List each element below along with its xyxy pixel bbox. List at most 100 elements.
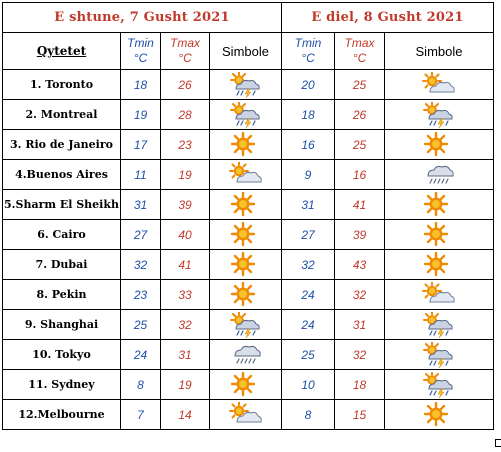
sun-cloud-icon [422,71,455,92]
unit-label: °C [178,51,192,65]
day1-tmin: 17 [120,129,161,160]
sun-icon [423,401,449,426]
table-row: 5.Sharm El Sheikh 31 39 31 41 [2,189,494,220]
day1-symbol [209,339,282,370]
day2-tmin: 31 [281,189,335,220]
table-row: 12.Melbourne 7 14 8 15 [2,399,494,430]
sun-icon [423,251,449,276]
day1-tmax: 23 [160,129,210,160]
day1-symbol-header: Simbole [209,32,282,70]
day1-tmin: 18 [120,69,161,100]
sun-cloud-storm-icon [423,371,453,398]
day2-symbol [384,279,494,310]
unit-label: °C [301,51,315,65]
sun-icon [230,371,255,396]
cloud-rain-icon [233,345,261,364]
forecast-table: E shtune, 7 Gusht 2021 E diel, 8 Gusht 2… [2,2,494,430]
day1-tmin: 19 [120,99,161,130]
day1-symbol [209,309,282,340]
sun-cloud-storm-icon [229,101,260,128]
day1-tmax: 41 [160,249,210,280]
forecast-rows: 1. Toronto 18 26 20 25 2. Montreal 19 28 [2,69,494,430]
day2-tmin: 20 [281,69,335,100]
city-name: 11. Sydney [2,369,121,400]
day2-tmax: 16 [334,159,385,190]
day2-tmax: 39 [334,219,385,250]
sun-cloud-icon [228,401,262,422]
day1-header: E shtune, 7 Gusht 2021 [2,2,282,33]
day1-tmax: 33 [160,279,210,310]
day2-tmax: 32 [334,339,385,370]
sun-icon [230,281,255,306]
day2-symbol [384,309,494,340]
day2-symbol [384,339,494,370]
day2-symbol-header: Simbole [384,32,494,70]
sun-cloud-icon [422,281,455,302]
table-row: 8. Pekin 23 33 24 32 [2,279,494,310]
day1-symbol [209,249,282,280]
sun-icon [230,221,255,246]
table-resize-handle[interactable] [495,439,501,447]
sun-cloud-storm-icon [423,341,453,368]
day2-tmin: 32 [281,249,335,280]
day2-tmax: 15 [334,399,385,430]
day1-symbol [209,99,282,130]
tmin-label: Tmin [294,36,322,50]
table-row: 10. Tokyo 24 31 25 32 [2,339,494,370]
day2-tmin: 16 [281,129,335,160]
sun-icon [423,131,449,156]
city-name: 2. Montreal [2,99,121,130]
day1-symbol [209,219,282,250]
day1-tmin-header: Tmin °C [120,32,161,70]
day2-tmax: 41 [334,189,385,220]
day1-tmin: 7 [120,399,161,430]
day2-tmin: 27 [281,219,335,250]
day2-tmax: 18 [334,369,385,400]
day2-header: E diel, 8 Gusht 2021 [281,2,494,33]
day1-tmax: 19 [160,159,210,190]
day2-tmin: 18 [281,99,335,130]
table-row: 11. Sydney 8 19 10 18 [2,369,494,400]
day2-tmin-header: Tmin °C [281,32,335,70]
sun-cloud-storm-icon [423,311,453,338]
unit-label: °C [133,51,148,65]
sun-cloud-icon [228,161,262,182]
day2-tmax: 43 [334,249,385,280]
day2-symbol [384,159,494,190]
day2-tmax: 26 [334,99,385,130]
city-name: 3. Rio de Janeiro [2,129,121,160]
city-name: 1. Toronto [2,69,121,100]
tmax-label: Tmax [344,36,375,50]
city-name: 9. Shanghai [2,309,121,340]
day2-tmax: 25 [334,69,385,100]
day1-tmax: 39 [160,189,210,220]
table-row: 3. Rio de Janeiro 17 23 16 25 [2,129,494,160]
day2-symbol [384,69,494,100]
table-row: 9. Shanghai 25 32 24 31 [2,309,494,340]
sun-icon [230,191,255,216]
day1-symbol [209,189,282,220]
table-row: 4.Buenos Aires 11 19 9 16 [2,159,494,190]
day1-symbol [209,369,282,400]
day2-tmax: 32 [334,279,385,310]
day2-symbol [384,129,494,160]
day1-tmin: 31 [120,189,161,220]
day2-symbol [384,189,494,220]
sun-icon [230,251,255,276]
day1-tmax: 19 [160,369,210,400]
sun-icon [423,221,449,246]
day2-tmax: 25 [334,129,385,160]
day2-tmax: 31 [334,309,385,340]
cloud-rain-icon [427,165,454,184]
day1-tmax: 31 [160,339,210,370]
day1-symbol [209,129,282,160]
day2-tmin: 25 [281,339,335,370]
day2-symbol [384,219,494,250]
day2-tmin: 24 [281,309,335,340]
sun-icon [230,131,255,156]
table-row: 7. Dubai 32 41 32 43 [2,249,494,280]
city-column-header: Qytetet [2,32,121,70]
day1-tmax: 14 [160,399,210,430]
sun-icon [423,191,449,216]
